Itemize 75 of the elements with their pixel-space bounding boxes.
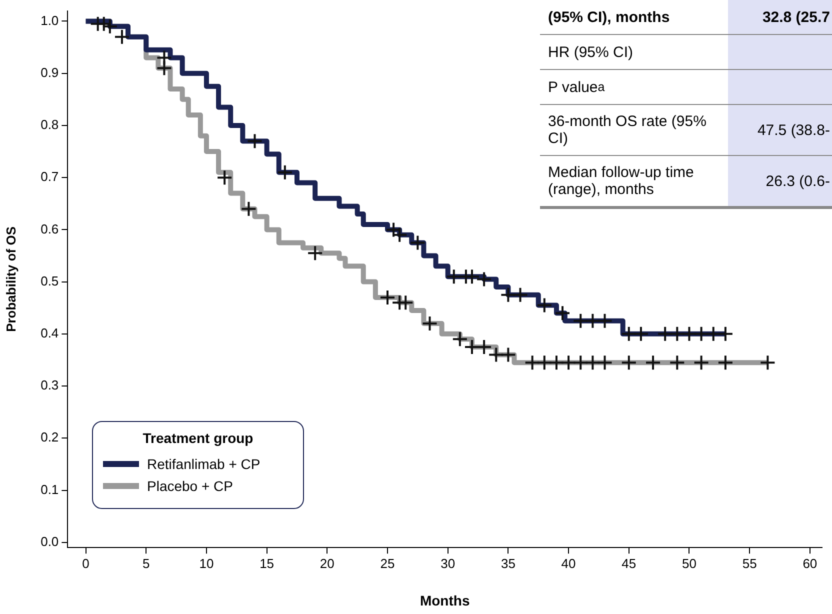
x-tick-label: 25 [380,556,395,571]
point [620,326,637,342]
point [240,200,257,217]
point [500,346,516,363]
annotation: 32.8 (25.7 [762,8,830,26]
point [216,170,233,186]
y-tick-label: 0.3 [40,378,59,393]
annotation: Median follow-up time (range), months [547,163,695,200]
y-tick-label: 0.0 [40,534,59,549]
legend-label: Placebo + CP [147,478,233,494]
y-tick-label: 0.9 [40,64,59,80]
point [760,354,776,371]
annotation: 36-month OS rate (95% CI) [547,112,708,149]
point [681,326,698,342]
point [717,326,734,342]
x-tick-label: 15 [260,556,274,571]
point [584,354,601,371]
legend-title: Treatment group [142,430,254,446]
point [422,316,438,332]
point [276,164,293,180]
x-tick-label: 10 [199,556,214,571]
point [452,331,468,348]
point [156,50,172,66]
x-tick-label: 35 [500,556,516,571]
point [596,312,613,329]
x-tick-label: 50 [682,556,696,571]
annotation: (95% CI), months [547,8,671,28]
point [307,245,324,262]
point [476,271,492,288]
x-tick-label: 45 [622,556,636,571]
y-tick-label: 0.4 [40,326,59,340]
y-tick-label: 0.6 [40,221,59,236]
annotation: 26.3 (0.6- [766,172,830,190]
x-tick-label: 55 [742,556,757,571]
point [410,234,426,251]
point [380,289,396,306]
y-tick-label: 0.5 [40,273,59,288]
point [669,354,686,371]
point [524,354,540,371]
point [246,133,263,150]
y-tick-label: 0.2 [40,430,59,445]
y-tick-label: 1.0 [40,12,59,28]
point [536,354,552,371]
point [632,326,649,342]
x-tick-label: 40 [561,556,576,571]
point [717,354,734,371]
y-tick-label: 0.8 [40,117,59,132]
point [512,286,528,303]
x-tick-label: 60 [802,556,818,571]
annotation: HR (95% CI) [547,42,634,62]
point [693,354,710,371]
point [596,354,613,371]
point [500,286,516,303]
x-tick-label: 5 [142,556,150,571]
x-tick-label: 30 [440,556,456,571]
annotation: 47.5 (38.8- [757,122,830,138]
point [693,326,710,342]
y-tick-label: 0.1 [40,482,59,497]
point [554,305,571,322]
x-tick-label: 0 [82,556,90,571]
point [584,312,601,329]
y-axis-title: Probability of OS [3,226,18,332]
point [446,268,462,285]
point [536,297,552,314]
point [548,354,564,371]
point [102,18,118,34]
point [645,354,662,371]
x-axis-title: Months [420,592,470,608]
point [114,28,130,45]
point [90,16,106,32]
legend-label: Retifanlimab + CP [147,456,260,472]
point [620,354,637,371]
x-tick-label: 20 [320,556,334,571]
point [705,326,722,342]
y-tick-label: 0.7 [40,169,59,184]
